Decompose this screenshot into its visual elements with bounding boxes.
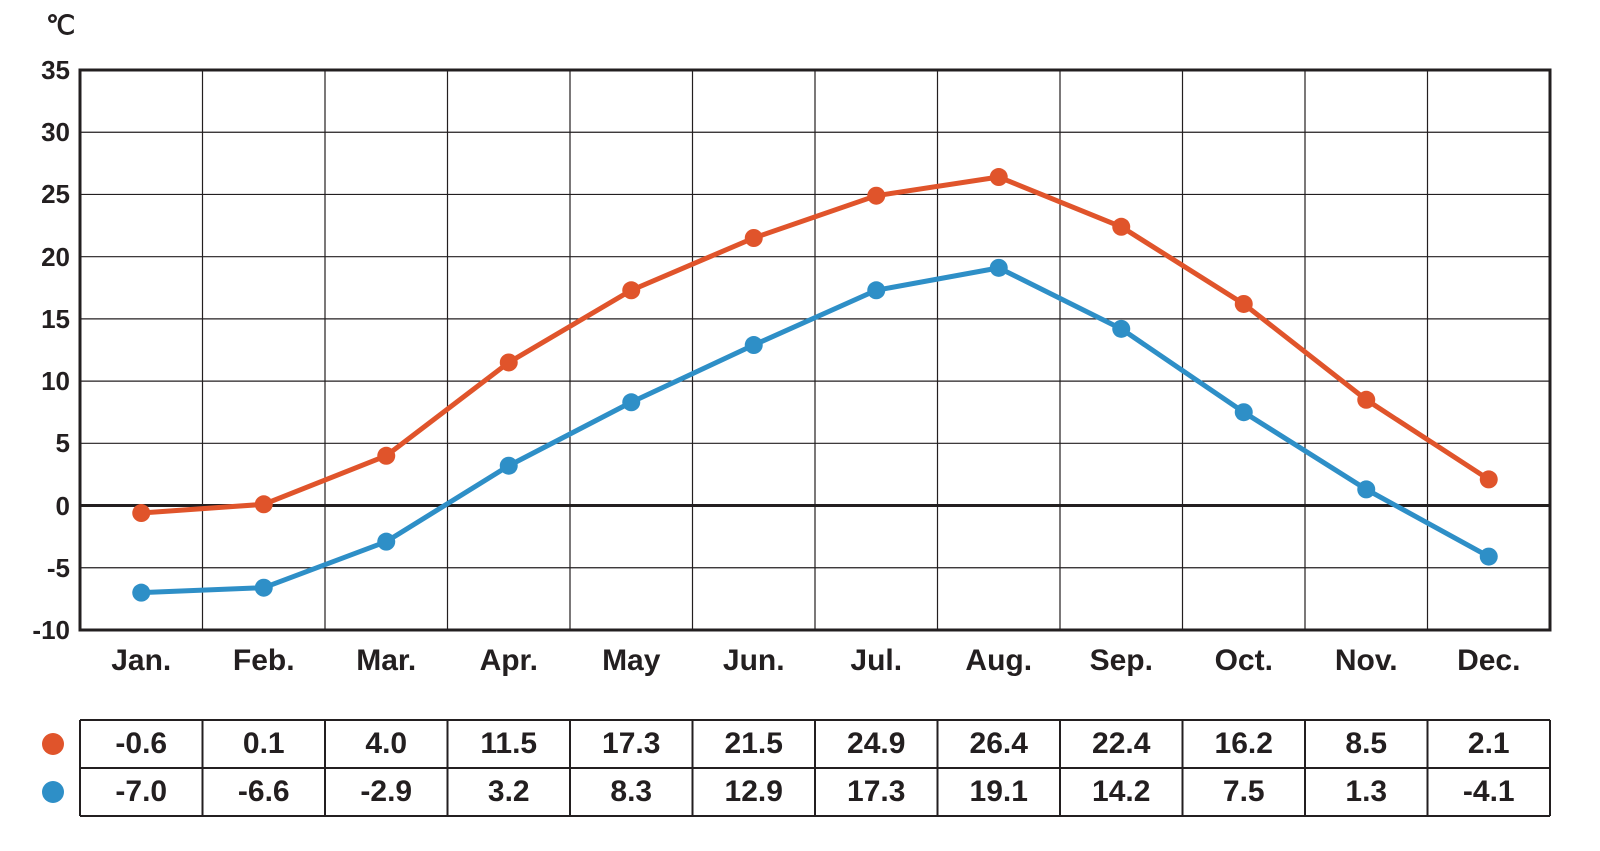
legend-dot-high: [42, 733, 64, 755]
series-marker-high: [377, 447, 395, 465]
series-marker-high: [1357, 391, 1375, 409]
series-marker-low: [132, 584, 150, 602]
series-marker-low: [622, 393, 640, 411]
x-tick-label: Nov.: [1335, 644, 1398, 678]
series-marker-low: [1480, 548, 1498, 566]
y-tick-label: 15: [10, 304, 70, 335]
series-marker-low: [745, 336, 763, 354]
x-tick-label: Feb.: [233, 644, 295, 678]
x-tick-label: Sep.: [1090, 644, 1153, 678]
chart-container: ℃ -10 -5 0 5 10 15 20 25 30 35 Jan. Feb. Mar. Apr. Ma…: [0, 0, 1600, 851]
series-marker-high: [1480, 470, 1498, 488]
y-tick-label: 20: [10, 242, 70, 273]
series-marker-low: [1357, 480, 1375, 498]
series-marker-high: [622, 281, 640, 299]
x-tick-label: Dec.: [1457, 644, 1520, 678]
series-marker-high: [132, 504, 150, 522]
x-tick-label: Apr.: [480, 644, 538, 678]
x-tick-label: Jul.: [850, 644, 902, 678]
chart-plot: [80, 70, 1550, 630]
series-marker-high: [990, 168, 1008, 186]
y-tick-label: 10: [10, 366, 70, 397]
y-unit-label: ℃: [46, 10, 75, 41]
series-marker-high: [255, 495, 273, 513]
legend-dot-low: [42, 781, 64, 803]
series-marker-low: [377, 533, 395, 551]
series-marker-low: [990, 259, 1008, 277]
series-marker-high: [1235, 295, 1253, 313]
series-marker-low: [1112, 320, 1130, 338]
x-tick-label: Oct.: [1215, 644, 1273, 678]
x-tick-label: Jun.: [723, 644, 785, 678]
x-tick-label: Mar.: [356, 644, 416, 678]
series-marker-high: [1112, 218, 1130, 236]
x-tick-label: Jan.: [111, 644, 171, 678]
series-marker-low: [867, 281, 885, 299]
y-tick-label: 0: [10, 491, 70, 522]
series-marker-low: [1235, 403, 1253, 421]
x-tick-label: Aug.: [965, 644, 1032, 678]
table-grid: [78, 718, 1552, 818]
series-marker-high: [500, 353, 518, 371]
y-tick-label: 5: [10, 428, 70, 459]
series-marker-high: [745, 229, 763, 247]
y-tick-label: 25: [10, 179, 70, 210]
y-tick-label: 30: [10, 117, 70, 148]
series-marker-high: [867, 187, 885, 205]
x-tick-label: May: [602, 644, 660, 678]
y-tick-label: 35: [10, 55, 70, 86]
series-marker-low: [255, 579, 273, 597]
series-marker-low: [500, 457, 518, 475]
y-tick-label: -10: [10, 615, 70, 646]
y-tick-label: -5: [10, 553, 70, 584]
